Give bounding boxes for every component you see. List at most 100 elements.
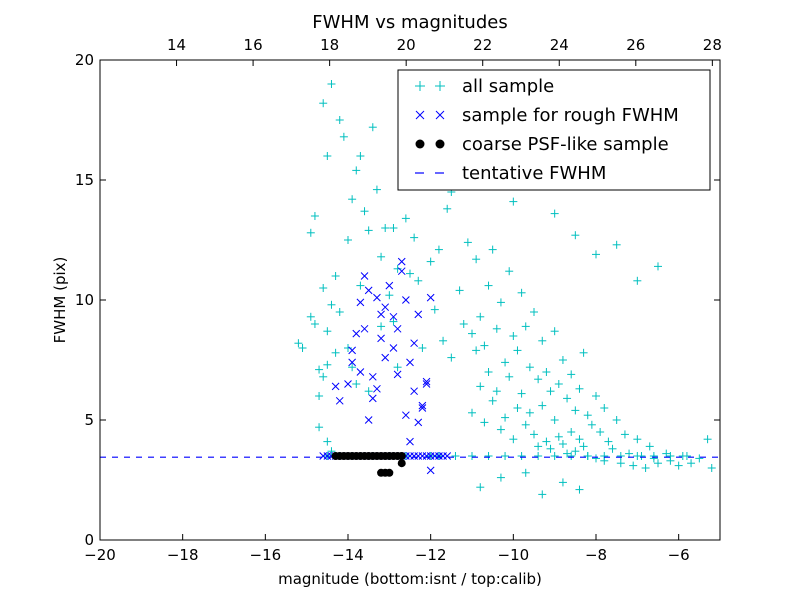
point-all-sample xyxy=(550,416,559,424)
point-all-sample xyxy=(571,406,580,415)
point-all-sample xyxy=(348,363,357,372)
point-all-sample xyxy=(484,368,493,376)
point-all-sample xyxy=(430,305,439,314)
point-all-sample xyxy=(600,452,609,460)
point-rough-fwhm xyxy=(348,346,356,355)
point-all-sample xyxy=(356,281,365,290)
point-all-sample xyxy=(616,459,625,468)
point-all-sample xyxy=(509,197,518,206)
point-rough-fwhm xyxy=(360,324,369,333)
point-all-sample xyxy=(575,485,584,494)
point-rough-fwhm xyxy=(406,437,414,446)
point-rough-fwhm xyxy=(406,358,414,367)
point-rough-fwhm xyxy=(402,296,410,304)
y-axis-label: FWHM (pix) xyxy=(51,257,69,344)
point-rough-fwhm xyxy=(381,353,390,362)
point-psf-like xyxy=(397,459,406,468)
point-all-sample xyxy=(579,442,588,451)
point-all-sample xyxy=(310,212,319,220)
point-all-sample xyxy=(401,214,410,223)
point-rough-fwhm xyxy=(397,257,406,266)
point-all-sample xyxy=(327,447,336,456)
point-rough-fwhm xyxy=(393,370,402,379)
point-rough-fwhm xyxy=(377,310,385,319)
point-all-sample xyxy=(323,437,332,446)
point-rough-fwhm xyxy=(414,452,423,460)
point-all-sample xyxy=(592,454,600,463)
point-all-sample xyxy=(426,257,435,266)
point-all-sample xyxy=(587,420,596,429)
point-all-sample xyxy=(331,272,340,280)
top-tick-label: 26 xyxy=(626,36,645,54)
point-all-sample xyxy=(616,452,625,460)
point-rough-fwhm xyxy=(410,387,418,396)
point-rough-fwhm xyxy=(426,466,435,475)
point-all-sample xyxy=(513,404,522,412)
point-rough-fwhm xyxy=(402,411,410,420)
x-axis-label: magnitude (bottom:isnt / top:calib) xyxy=(278,570,542,588)
point-all-sample xyxy=(496,473,505,482)
point-rough-fwhm xyxy=(418,452,427,460)
point-all-sample xyxy=(476,382,485,391)
point-all-sample xyxy=(323,152,332,160)
point-all-sample xyxy=(364,226,373,235)
point-rough-fwhm xyxy=(348,358,356,367)
point-rough-fwhm xyxy=(410,339,418,348)
point-all-sample xyxy=(620,430,629,439)
point-all-sample xyxy=(542,437,551,446)
point-all-sample xyxy=(592,392,600,400)
point-rough-fwhm xyxy=(377,334,385,343)
point-all-sample xyxy=(492,387,501,396)
point-all-sample xyxy=(558,478,567,487)
x-tick-label: −10 xyxy=(498,546,530,564)
point-all-sample xyxy=(356,152,365,160)
point-psf-like xyxy=(397,452,406,460)
point-all-sample xyxy=(501,358,510,367)
point-all-sample xyxy=(583,411,592,420)
point-all-sample xyxy=(418,344,427,352)
point-all-sample xyxy=(459,320,468,328)
point-rough-fwhm xyxy=(352,329,361,338)
point-all-sample xyxy=(501,413,510,422)
point-all-sample xyxy=(352,380,361,388)
point-all-sample xyxy=(410,233,419,242)
point-all-sample xyxy=(563,394,572,403)
point-all-sample xyxy=(567,370,576,379)
ticks-layer: −20 −18 −16 −14 −12 −10 −8 −6 0 5 10 15 20 14 16 18 20 22… xyxy=(75,36,722,564)
point-all-sample xyxy=(480,341,489,350)
point-all-sample xyxy=(406,269,414,278)
point-all-sample xyxy=(315,392,324,400)
point-all-sample xyxy=(496,425,505,434)
point-all-sample xyxy=(530,308,538,316)
point-all-sample xyxy=(439,336,448,345)
point-all-sample xyxy=(550,327,559,336)
point-all-sample xyxy=(645,442,654,451)
point-rough-fwhm xyxy=(389,344,398,352)
point-rough-fwhm xyxy=(368,372,377,381)
point-all-sample xyxy=(604,437,613,446)
point-all-sample xyxy=(414,276,423,285)
point-all-sample xyxy=(335,116,344,124)
point-all-sample xyxy=(600,404,609,412)
point-all-sample xyxy=(451,452,460,460)
point-all-sample xyxy=(682,452,691,460)
x-tick-label: −14 xyxy=(332,546,364,564)
point-rough-fwhm xyxy=(422,380,431,388)
point-all-sample xyxy=(360,207,369,216)
point-all-sample xyxy=(596,428,605,436)
point-all-sample xyxy=(554,432,563,441)
point-all-sample xyxy=(434,245,443,254)
point-all-sample xyxy=(468,329,476,338)
point-all-sample xyxy=(525,408,534,417)
point-rough-fwhm xyxy=(373,293,381,302)
point-all-sample xyxy=(534,375,543,384)
point-all-sample xyxy=(530,430,538,439)
point-all-sample xyxy=(323,360,332,369)
top-tick-label: 18 xyxy=(320,36,339,54)
point-all-sample xyxy=(703,435,712,444)
point-rough-fwhm xyxy=(418,404,427,412)
point-all-sample xyxy=(517,389,526,398)
point-all-sample xyxy=(695,454,704,463)
point-all-sample xyxy=(315,423,324,432)
point-all-sample xyxy=(546,387,555,396)
